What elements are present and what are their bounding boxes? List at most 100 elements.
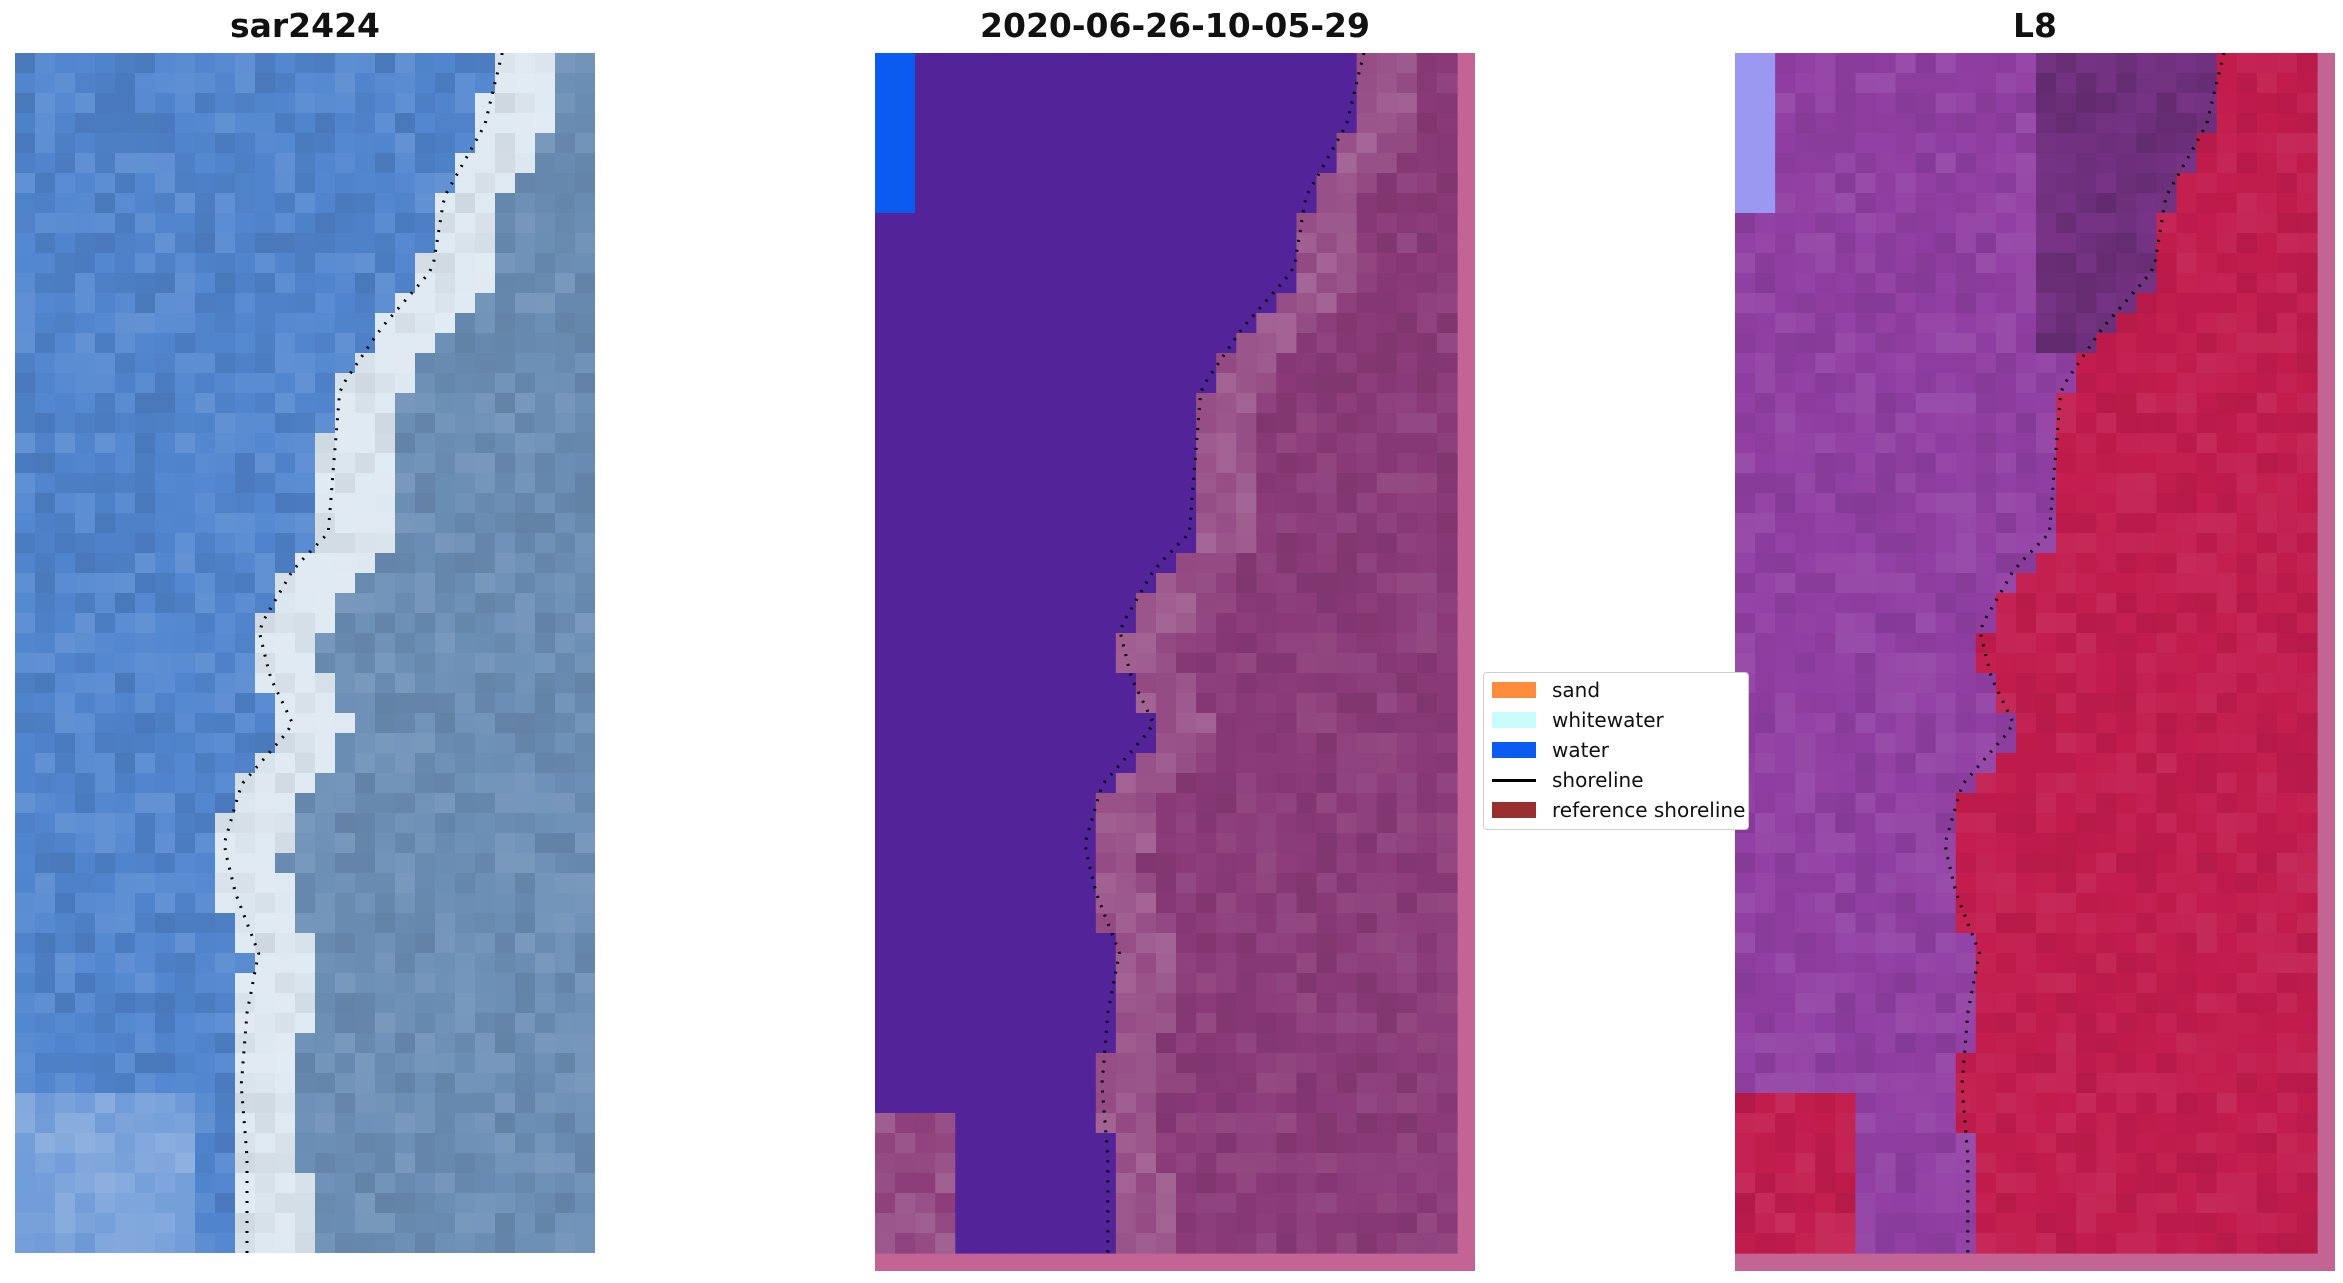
pixel-cell [15, 113, 36, 134]
pixel-cell [15, 233, 36, 254]
pixel-cell [1336, 413, 1358, 434]
pixel-cell [1855, 113, 1877, 134]
pixel-cell [1835, 693, 1857, 714]
pixel-cell [1436, 473, 1458, 494]
pixel-cell [1296, 113, 1318, 134]
pixel-cell [275, 273, 296, 294]
pixel-cell [1995, 193, 2017, 214]
pixel-cell [1256, 613, 1277, 634]
pixel-cell [575, 1073, 595, 1094]
pixel-cell [1015, 373, 1037, 394]
pixel-cell [2216, 333, 2238, 354]
pixel-cell [495, 433, 516, 454]
pixel-cell [1135, 653, 1157, 674]
pixel-cell [235, 953, 256, 974]
pixel-cell [495, 493, 516, 514]
pixel-cell [2156, 133, 2178, 154]
pixel-cell [1895, 713, 1917, 734]
pixel-cell [535, 833, 556, 854]
pixel-cell [175, 513, 196, 534]
pixel-cell [1396, 1213, 1418, 1234]
pixel-cell [1795, 73, 1816, 94]
pixel-cell [2056, 793, 2077, 814]
pixel-cell [875, 373, 896, 394]
pixel-cell [1155, 173, 1177, 194]
pixel-cell [1356, 313, 1378, 334]
pixel-cell [455, 813, 476, 834]
pixel-cell [355, 813, 376, 834]
pixel-cell [1095, 233, 1117, 254]
pixel-cell [895, 573, 916, 594]
pixel-cell [1875, 53, 1897, 74]
pixel-cell [575, 553, 595, 574]
pixel-cell [75, 753, 96, 774]
pixel-cell [1075, 233, 1097, 254]
pixel-cell [255, 1133, 276, 1154]
pixel-cell [95, 473, 116, 494]
pixel-cell [1995, 713, 2017, 734]
pixel-cell [1015, 413, 1037, 434]
pixel-cell [2176, 773, 2198, 794]
pixel-cell [1376, 853, 1398, 874]
pixel-cell [1915, 193, 1937, 214]
pixel-cell [135, 1213, 156, 1234]
pixel-cell [255, 133, 276, 154]
pixel-cell [535, 373, 556, 394]
pixel-cell [295, 113, 316, 134]
pixel-cell [1296, 633, 1318, 654]
pixel-cell [1735, 453, 1756, 474]
pixel-cell [375, 633, 396, 654]
pixel-cell [235, 973, 256, 994]
pixel-cell [2296, 493, 2318, 514]
pixel-cell [1376, 93, 1398, 114]
pixel-cell [515, 73, 536, 94]
pixel-cell [515, 413, 536, 434]
pixel-cell [915, 633, 936, 654]
pixel-cell [415, 1073, 436, 1094]
pixel-cell [2156, 973, 2178, 994]
pixel-cell [1135, 133, 1157, 154]
pixel-cell [35, 1073, 56, 1094]
pixel-cell [1915, 173, 1937, 194]
pixel-cell [1155, 373, 1177, 394]
pixel-cell [1396, 73, 1418, 94]
pixel-cell [335, 633, 356, 654]
pixel-cell [975, 473, 997, 494]
pixel-cell [15, 513, 36, 534]
pixel-cell [1336, 1193, 1358, 1214]
pixel-cell [2276, 893, 2298, 914]
pixel-cell [355, 1173, 376, 1194]
pixel-cell [1316, 373, 1338, 394]
pixel-cell [2236, 513, 2258, 534]
pixel-cell [1955, 73, 1977, 94]
pixel-cell [115, 173, 136, 194]
pixel-cell [1055, 113, 1077, 134]
pixel-cell [1915, 553, 1937, 574]
pixel-cell [115, 873, 136, 894]
pixel-cell [2036, 653, 2057, 674]
pixel-cell [2296, 853, 2318, 874]
pixel-cell [1935, 113, 1957, 134]
pixel-cell [975, 593, 997, 614]
pixel-cell [2036, 853, 2057, 874]
pixel-cell [1256, 993, 1277, 1014]
pixel-cell [2096, 773, 2117, 794]
pixel-cell [995, 1013, 1017, 1034]
pixel-cell [255, 1193, 276, 1214]
pixel-cell [915, 673, 936, 694]
pixel-cell [2176, 933, 2198, 954]
pixel-cell [975, 253, 997, 274]
pixel-cell [15, 873, 36, 894]
pixel-cell [1176, 573, 1197, 594]
pixel-cell [875, 173, 896, 194]
pixel-cell [1735, 433, 1756, 454]
pixel-cell [1276, 1113, 1298, 1134]
pixel-cell [355, 273, 376, 294]
pixel-cell [535, 193, 556, 214]
pixel-cell [1035, 973, 1057, 994]
pixel-cell [2015, 233, 2037, 254]
pixel-cell [1416, 113, 1438, 134]
pixel-cell [1216, 433, 1237, 454]
pixel-cell [1935, 413, 1957, 434]
pixel-cell [15, 713, 36, 734]
